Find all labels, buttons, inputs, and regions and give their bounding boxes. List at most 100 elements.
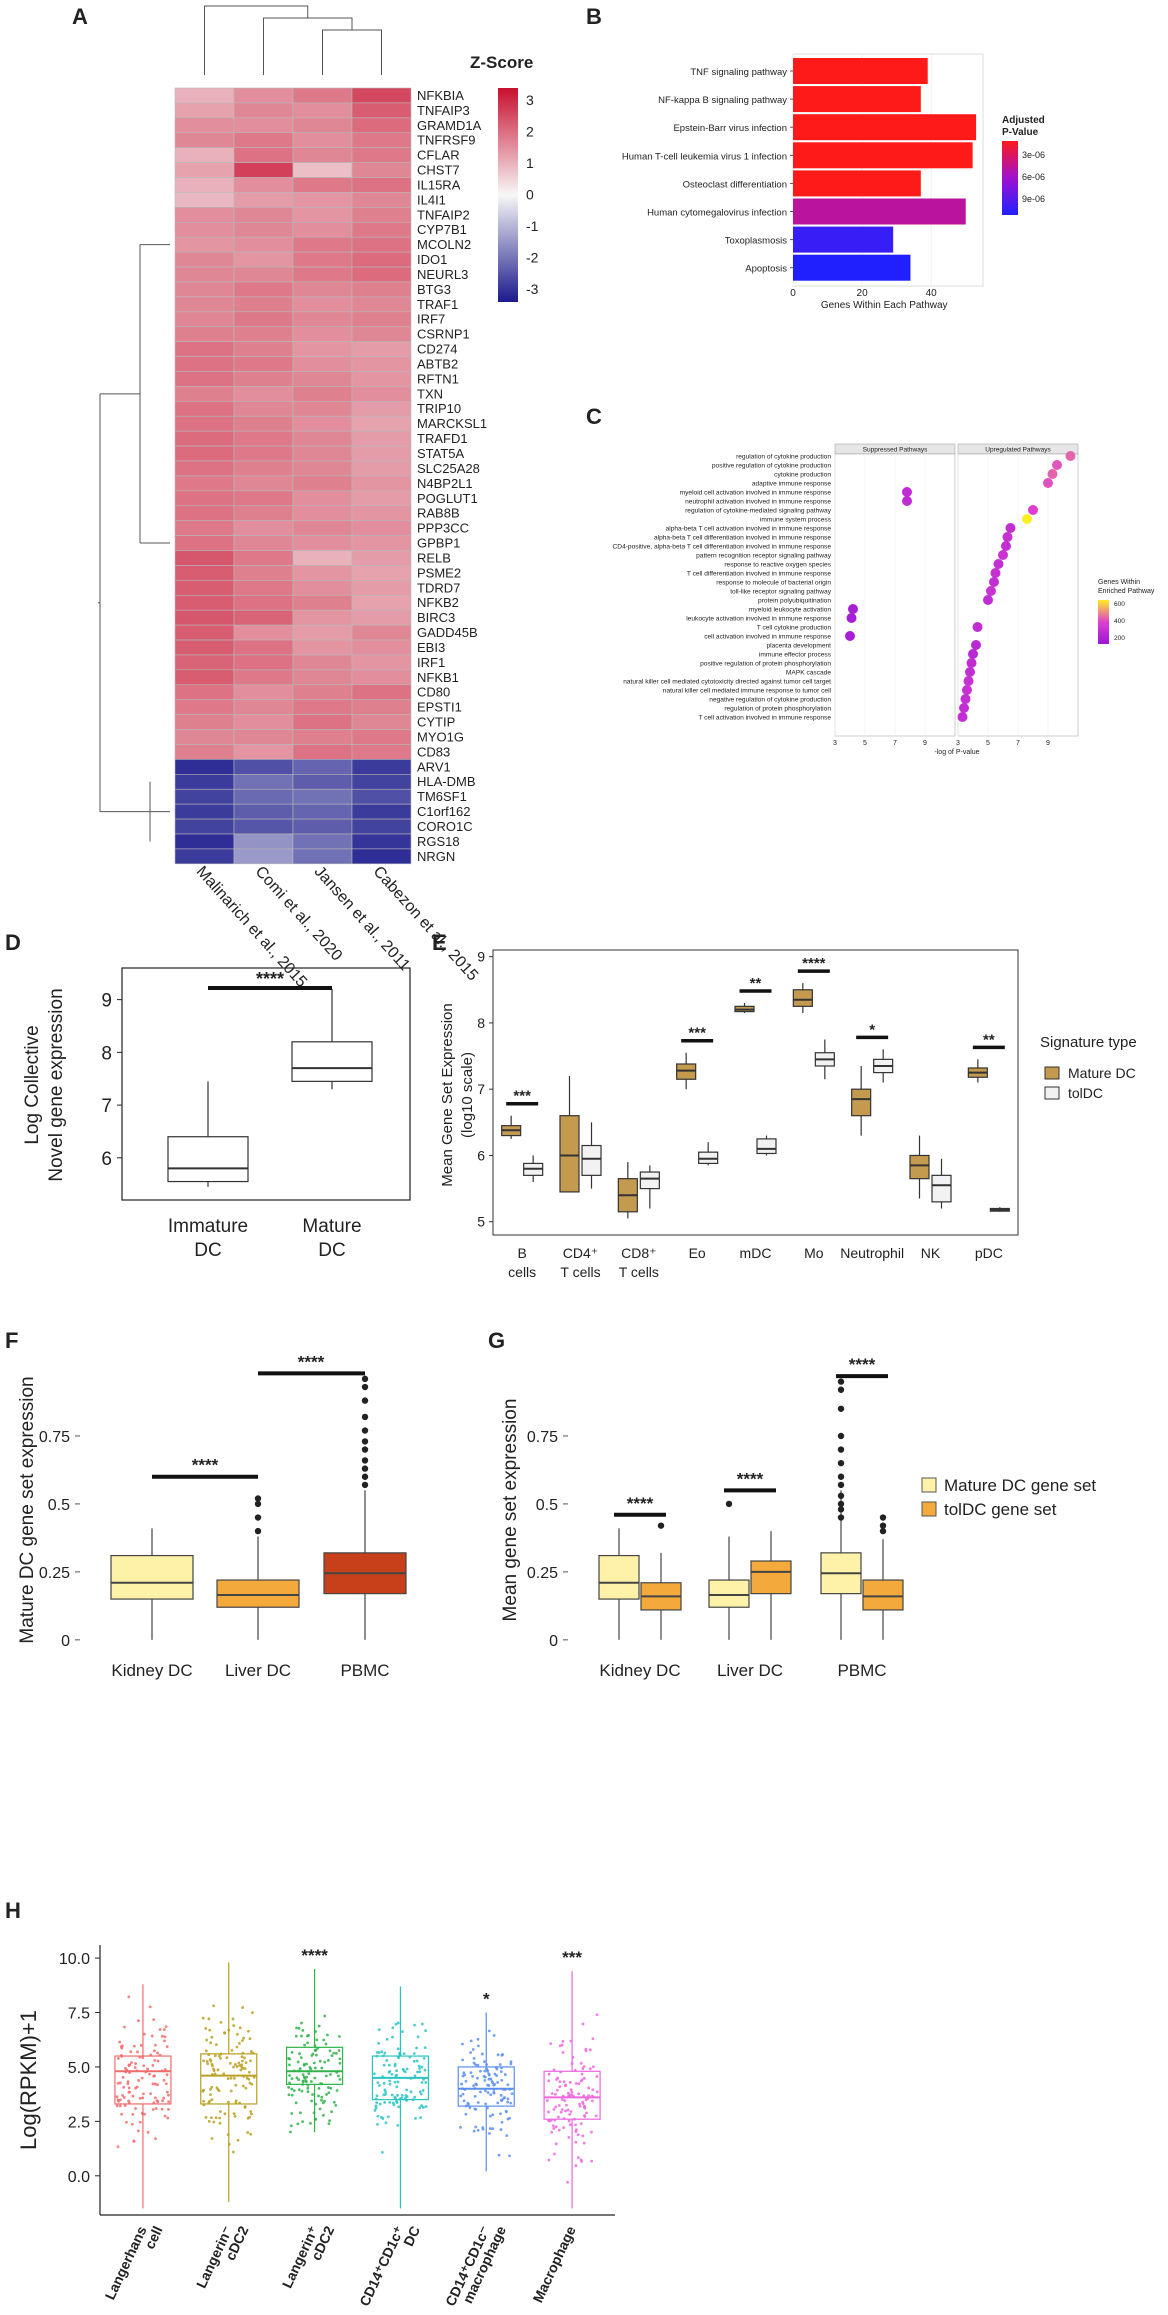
data-point <box>462 2099 466 2103</box>
legend-label: Mature DC <box>1068 1065 1136 1081</box>
data-point <box>118 2081 122 2085</box>
outlier-point <box>837 1432 845 1440</box>
heatmap-cell <box>292 669 353 686</box>
data-point <box>153 2082 157 2086</box>
y-axis-title: Log Collective <box>22 1025 43 1144</box>
data-point <box>316 2046 320 2050</box>
data-point <box>234 2099 238 2103</box>
data-point <box>506 2097 510 2101</box>
data-point <box>165 2073 169 2077</box>
heatmap-cell <box>292 565 353 581</box>
panel-label-a: A <box>72 4 88 29</box>
heatmap-cell <box>351 386 412 402</box>
heatmap-cell <box>233 818 294 835</box>
data-point <box>130 2122 134 2126</box>
data-point <box>164 2082 168 2086</box>
data-point <box>290 2077 294 2081</box>
term-label: alpha-beta T cell activation involved in… <box>666 526 832 533</box>
heatmap-cell <box>351 87 412 104</box>
data-point <box>252 2075 256 2079</box>
data-point <box>554 2105 558 2109</box>
data-point <box>560 2108 564 2112</box>
x-tick-label: CD4⁺ <box>563 1245 598 1261</box>
data-point <box>420 2081 424 2084</box>
pathway-bar <box>793 142 973 169</box>
data-point <box>244 2086 248 2090</box>
tol-box <box>756 1138 777 1155</box>
heatmap-cell <box>292 759 353 775</box>
data-point <box>330 2110 334 2114</box>
data-point <box>338 2061 342 2065</box>
y-tick-label: 7.5 <box>68 2006 90 2023</box>
data-point <box>401 2067 405 2071</box>
heatmap-cell <box>233 415 294 432</box>
data-point <box>302 2062 306 2066</box>
data-point <box>328 2049 332 2053</box>
x-tick-label: T cells <box>619 1264 659 1280</box>
gene-label: NFKBIA <box>417 88 464 103</box>
data-point <box>116 2081 120 2085</box>
heatmap-cell <box>174 177 235 193</box>
data-point <box>202 2088 205 2092</box>
data-point <box>393 2080 397 2084</box>
data-point <box>554 2142 558 2146</box>
heatmap-cell <box>174 759 235 775</box>
data-point <box>227 2142 231 2146</box>
data-point <box>396 2093 399 2097</box>
heatmap-cell <box>292 475 353 492</box>
significance-stars: **** <box>192 1456 219 1475</box>
data-point <box>303 2076 307 2080</box>
tol-box <box>862 1579 904 1611</box>
gene-label: GRAMD1A <box>417 118 482 133</box>
data-point <box>595 2075 599 2078</box>
data-point <box>335 2070 339 2074</box>
data-point <box>408 2055 412 2059</box>
heatmap-cell <box>292 639 353 656</box>
heatmap-cell <box>292 221 353 238</box>
data-point <box>496 2101 500 2105</box>
data-point <box>301 2073 305 2077</box>
data-point <box>499 2112 502 2116</box>
y-axis-title: Mean Gene Set Expression <box>439 1003 456 1186</box>
data-point <box>547 2079 551 2083</box>
heatmap-cell <box>292 788 353 805</box>
x-tick-label: Liver DC <box>717 1661 783 1680</box>
panel-label-d: D <box>5 930 21 955</box>
heatmap-cell <box>351 102 412 119</box>
data-point <box>315 2038 319 2042</box>
column-dendrogram <box>204 5 382 75</box>
legend-swatch <box>921 1501 937 1517</box>
group-box <box>291 1041 373 1082</box>
heatmap-cell <box>233 326 294 342</box>
data-point <box>552 2068 556 2072</box>
outlier-point <box>361 1397 369 1404</box>
data-point <box>486 2069 490 2073</box>
data-point <box>141 2096 145 2100</box>
x-tick-label: 5 <box>986 740 990 747</box>
data-point <box>421 2106 425 2109</box>
data-point <box>557 2104 561 2107</box>
y-tick-label: 0.5 <box>48 1497 70 1514</box>
pathway-label: Epstein-Barr virus infection <box>673 123 787 134</box>
data-point <box>487 2084 491 2087</box>
heatmap-cell <box>292 609 353 626</box>
data-point <box>499 2070 503 2073</box>
data-point <box>314 2030 317 2033</box>
heatmap-cell <box>292 147 353 163</box>
data-point <box>581 2022 585 2026</box>
gene-label: CD83 <box>417 744 450 759</box>
heatmap-cell <box>233 684 294 701</box>
z-score-tick: -3 <box>526 281 539 297</box>
data-point <box>509 2101 513 2105</box>
data-point <box>235 2032 239 2036</box>
heatmap-cell <box>233 624 294 641</box>
data-point <box>153 2059 157 2062</box>
data-point <box>334 2051 338 2055</box>
outlier-point <box>837 1459 845 1467</box>
significance-stars: **** <box>256 969 284 989</box>
data-point <box>121 2093 124 2097</box>
significance-stars: **** <box>849 1355 876 1374</box>
plot-frame <box>492 949 1019 1236</box>
data-point <box>396 2047 400 2051</box>
data-point <box>318 2059 322 2063</box>
